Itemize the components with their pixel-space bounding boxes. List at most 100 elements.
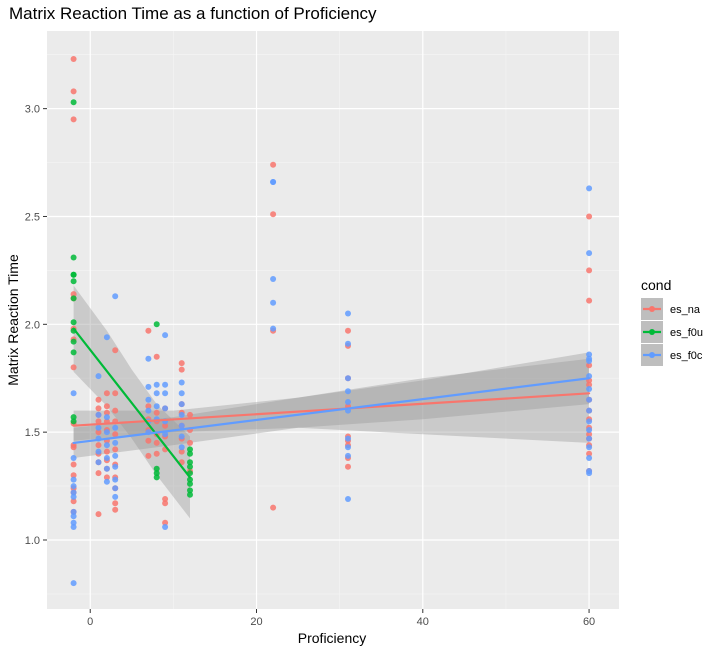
fit-line-es_f0u bbox=[72, 327, 192, 479]
data-point-es_f0c bbox=[103, 414, 110, 421]
data-point-es_f0c bbox=[70, 513, 77, 520]
data-point-es_f0c bbox=[178, 433, 185, 440]
data-point-es_f0c bbox=[95, 411, 102, 418]
data-point-es_f0u bbox=[70, 338, 77, 345]
data-point-es_f0c bbox=[586, 250, 593, 257]
x-tick-label: 60 bbox=[583, 616, 595, 628]
data-point-es_na bbox=[145, 403, 152, 410]
x-axis-title: Proficiency bbox=[298, 630, 366, 646]
data-point-es_na bbox=[70, 364, 77, 371]
data-point-es_f0c bbox=[112, 463, 119, 470]
data-point-es_f0c bbox=[103, 334, 110, 341]
data-point-es_f0c bbox=[145, 396, 152, 403]
data-point-es_f0u bbox=[70, 349, 77, 356]
data-point-es_f0c bbox=[145, 355, 152, 362]
data-point-es_f0c bbox=[145, 383, 152, 390]
data-point-es_na bbox=[586, 431, 593, 438]
data-point-es_na bbox=[112, 407, 119, 414]
data-point-es_na bbox=[178, 366, 185, 373]
data-point-es_f0c bbox=[103, 455, 110, 461]
data-point-es_na bbox=[95, 405, 102, 412]
data-point-es_f0u bbox=[187, 476, 193, 483]
data-point-es_f0c bbox=[270, 299, 277, 306]
data-point-es_f0c bbox=[112, 485, 119, 492]
axes: 0 20 40 60 1.0 1.5 2.0 2.5 3.0 bbox=[25, 104, 595, 628]
data-point-es_f0c bbox=[345, 310, 351, 317]
data-point-es_f0c bbox=[162, 405, 169, 412]
data-point-es_f0c bbox=[586, 444, 593, 451]
data-point-es_na bbox=[112, 506, 119, 513]
x-tick-label: 40 bbox=[417, 616, 429, 628]
data-point-es_na bbox=[103, 403, 110, 410]
data-point-es_na bbox=[95, 418, 102, 425]
data-point-es_f0c bbox=[70, 580, 77, 587]
data-point-es_na bbox=[153, 450, 160, 457]
legend-title: cond bbox=[641, 277, 671, 293]
data-point-es_na bbox=[162, 422, 169, 429]
data-point-es_f0c bbox=[70, 489, 77, 496]
fit-line-es_f0c bbox=[72, 377, 591, 445]
data-point-es_f0c bbox=[345, 444, 351, 451]
data-point-es_f0u bbox=[70, 271, 77, 278]
data-point-es_f0c bbox=[586, 386, 593, 392]
data-point-es_na bbox=[586, 450, 593, 457]
data-point-es_f0u bbox=[153, 321, 160, 328]
data-point-es_f0c bbox=[586, 185, 593, 192]
data-point-es_f0c bbox=[178, 444, 185, 451]
legend-point-es_f0u bbox=[649, 329, 655, 335]
data-point-es_f0c bbox=[70, 508, 77, 515]
data-point-es_f0c bbox=[586, 407, 593, 414]
y-axis-title: Matrix Reaction Time bbox=[5, 254, 21, 386]
data-point-es_f0c bbox=[345, 375, 351, 382]
data-point-es_f0c bbox=[145, 407, 152, 414]
data-point-es_na bbox=[70, 461, 77, 468]
data-point-es_f0u bbox=[153, 465, 160, 472]
data-point-es_na bbox=[112, 500, 119, 507]
data-point-es_na bbox=[145, 327, 152, 334]
data-point-es_f0c bbox=[103, 429, 110, 436]
legend-point-es_na bbox=[649, 306, 655, 312]
data-point-es_na bbox=[103, 448, 110, 455]
data-point-es_f0c bbox=[162, 524, 169, 530]
legend-label-es_na: es_na bbox=[670, 304, 701, 316]
data-point-es_f0c bbox=[162, 431, 169, 438]
data-point-es_f0c bbox=[586, 396, 593, 403]
data-point-es_f0c bbox=[586, 470, 593, 477]
data-point-es_f0c bbox=[162, 332, 169, 339]
data-point-es_f0c bbox=[112, 452, 119, 459]
legend-label-es_f0u: es_f0u bbox=[670, 327, 703, 339]
data-point-es_na bbox=[187, 439, 193, 446]
data-point-es_f0c bbox=[153, 381, 160, 388]
data-point-es_f0c bbox=[103, 465, 110, 472]
fit-lines bbox=[72, 327, 591, 479]
data-point-es_f0c bbox=[345, 496, 351, 502]
data-point-es_f0c bbox=[95, 459, 102, 466]
data-point-es_f0c bbox=[112, 476, 119, 483]
data-point-es_f0c bbox=[70, 390, 77, 397]
data-point-es_f0c bbox=[112, 293, 119, 300]
data-point-es_na bbox=[112, 347, 119, 354]
x-tick-label: 0 bbox=[87, 616, 93, 628]
data-point-es_f0c bbox=[586, 455, 593, 461]
data-point-es_na bbox=[103, 390, 110, 397]
data-point-es_f0c bbox=[345, 388, 351, 395]
y-tick-label: 2.5 bbox=[25, 211, 40, 223]
data-point-es_f0c bbox=[178, 401, 185, 408]
legend: cond es_na es_f0u es_f0c bbox=[641, 277, 703, 366]
y-tick-label: 1.5 bbox=[25, 427, 40, 439]
data-point-es_f0c bbox=[153, 390, 160, 397]
y-tick-label: 3.0 bbox=[25, 104, 40, 116]
y-tick-label: 2.0 bbox=[25, 319, 40, 331]
data-point-es_f0c bbox=[95, 373, 102, 380]
confidence-band-es_na bbox=[73, 358, 590, 443]
data-point-es_na bbox=[153, 353, 160, 360]
data-point-es_na bbox=[70, 116, 77, 123]
panel-background bbox=[47, 31, 619, 609]
data-point-es_f0c bbox=[112, 439, 119, 446]
data-point-es_f0c bbox=[112, 424, 119, 431]
data-point-es_f0u bbox=[187, 491, 193, 498]
data-point-es_na bbox=[178, 360, 185, 367]
data-point-es_na bbox=[95, 396, 102, 403]
plot-panel bbox=[47, 31, 619, 609]
